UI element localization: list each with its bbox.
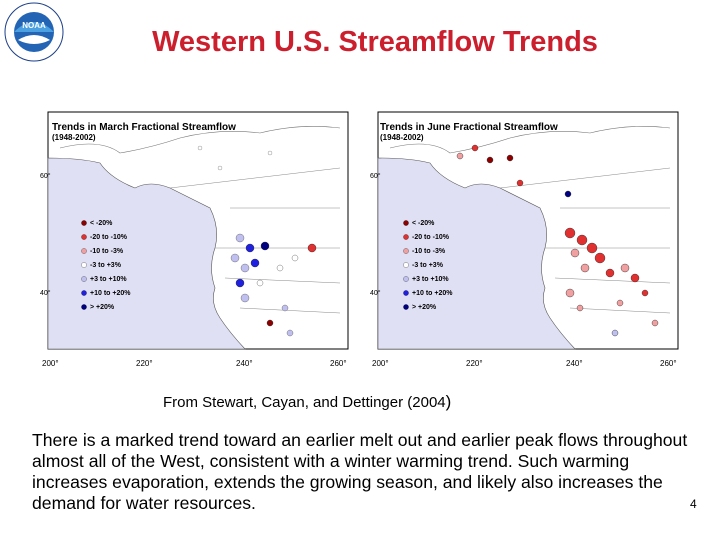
- caption-paren: ): [445, 392, 452, 411]
- svg-text:-20 to -10%: -20 to -10%: [90, 234, 128, 241]
- x-tick-240: 240°: [566, 359, 583, 368]
- body-paragraph: There is a marked trend toward an earlie…: [32, 430, 688, 513]
- map-legend: < -20% -20 to -10% -10 to -3% -3 to +3% …: [403, 220, 453, 311]
- map-title: Trends in March Fractional Streamflow: [52, 122, 236, 133]
- y-tick-40: 40°: [40, 289, 51, 297]
- x-tick-220: 220°: [136, 359, 153, 368]
- svg-text:+3 to +10%: +3 to +10%: [90, 276, 127, 283]
- y-tick-40: 40°: [370, 289, 381, 297]
- y-tick-60: 60°: [40, 172, 51, 180]
- svg-text:NOAA: NOAA: [22, 21, 46, 30]
- svg-text:> +20%: > +20%: [412, 304, 437, 311]
- x-tick-220: 220°: [466, 359, 483, 368]
- x-tick-260: 260°: [330, 359, 347, 368]
- caption-text: From Stewart, Cayan, and Dettinger (2004: [163, 394, 446, 411]
- svg-text:-3 to +3%: -3 to +3%: [412, 262, 444, 269]
- x-tick-260: 260°: [660, 359, 677, 368]
- map-subtitle: (1948-2002): [380, 133, 424, 142]
- svg-text:< -20%: < -20%: [90, 220, 113, 227]
- march-streamflow-map: 60° 40° 200° 220° 240° 260° Trends in Ma…: [40, 108, 350, 370]
- map-subtitle: (1948-2002): [52, 133, 96, 142]
- map-title: Trends in June Fractional Streamflow: [380, 122, 558, 133]
- slide-title: Western U.S. Streamflow Trends: [152, 26, 598, 58]
- noaa-logo: NOAA: [4, 2, 64, 62]
- page-number: 4: [690, 497, 697, 511]
- svg-text:+3 to +10%: +3 to +10%: [412, 276, 449, 283]
- x-tick-240: 240°: [236, 359, 253, 368]
- x-tick-200: 200°: [372, 359, 389, 368]
- svg-text:> +20%: > +20%: [90, 304, 115, 311]
- station-dots: [197, 145, 317, 337]
- svg-text:+10 to +20%: +10 to +20%: [90, 290, 131, 297]
- svg-text:< -20%: < -20%: [412, 220, 435, 227]
- svg-text:-20 to -10%: -20 to -10%: [412, 234, 450, 241]
- source-caption: From Stewart, Cayan, and Dettinger (2004…: [163, 392, 451, 412]
- station-dots: [456, 144, 659, 337]
- june-streamflow-map: 60° 40° 200° 220° 240° 260° Trends in Ju…: [370, 108, 680, 370]
- svg-text:-10 to -3%: -10 to -3%: [90, 248, 124, 255]
- svg-text:+10 to +20%: +10 to +20%: [412, 290, 453, 297]
- svg-text:-10 to -3%: -10 to -3%: [412, 248, 446, 255]
- map-legend: < -20% -20 to -10% -10 to -3% -3 to +3% …: [81, 220, 131, 311]
- y-tick-60: 60°: [370, 172, 381, 180]
- x-tick-200: 200°: [42, 359, 59, 368]
- svg-text:-3 to +3%: -3 to +3%: [90, 262, 122, 269]
